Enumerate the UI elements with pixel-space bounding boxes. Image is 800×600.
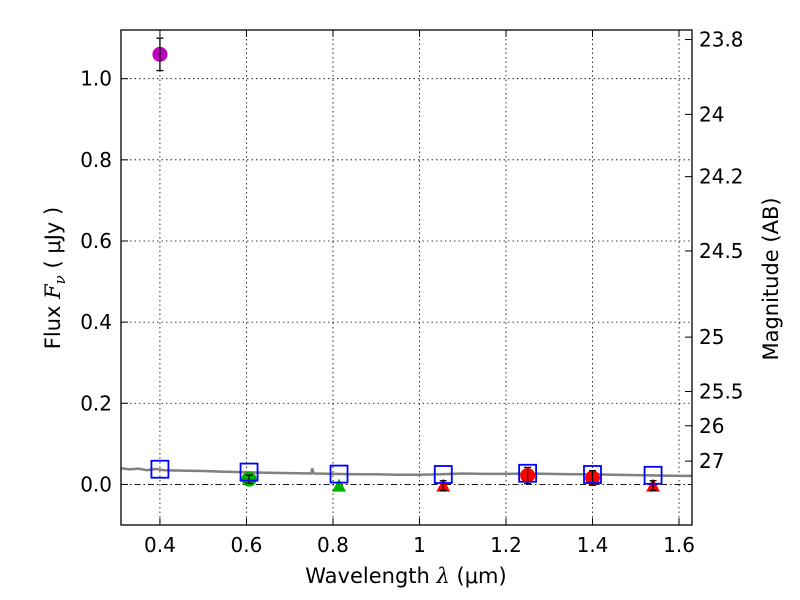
grid <box>121 30 692 525</box>
upper-limit-marker <box>332 478 347 492</box>
y-tick-label: 0.6 <box>80 229 112 253</box>
model-photometry-square <box>643 465 663 485</box>
right-tick-label: 24.2 <box>699 165 744 189</box>
y-tick-label: 0.2 <box>80 391 112 415</box>
x-axis-title: Wavelength λ (μm) <box>305 564 506 588</box>
model-photometry-square <box>239 462 259 482</box>
model-spectrum-line <box>120 466 692 478</box>
model-photometry-square <box>583 465 602 484</box>
plot-area <box>120 37 692 492</box>
x-tick-label: 0.4 <box>144 533 176 557</box>
x-tick-label: 0.6 <box>231 533 263 557</box>
y-axis-title: Flux Fν ( μJy ) <box>41 207 69 349</box>
model-photometry-square <box>329 464 349 484</box>
model-photometry-square <box>518 463 538 483</box>
y-tick-label: 0.4 <box>80 310 112 334</box>
y-tick-label: 0.8 <box>80 148 112 172</box>
x-tick-label: 1.6 <box>663 533 695 557</box>
right-tick-label: 25.5 <box>699 379 744 403</box>
right-tick-label: 24.5 <box>699 239 744 263</box>
x-tick-label: 0.8 <box>317 533 349 557</box>
model-photometry-square <box>150 459 170 479</box>
plot-frame <box>120 29 693 526</box>
x-tick-label: 1 <box>413 533 426 557</box>
y-tick-label: 0.0 <box>80 472 112 496</box>
right-tick-label: 24 <box>699 102 724 126</box>
right-axis-title: Magnitude (AB) <box>759 197 783 360</box>
model-photometry-square <box>433 465 453 484</box>
right-tick-label: 23.8 <box>699 28 744 52</box>
y-tick-label: 1.0 <box>80 67 112 91</box>
right-tick-label: 27 <box>699 449 724 473</box>
x-tick-label: 1.4 <box>577 533 609 557</box>
right-tick-label: 25 <box>699 325 724 349</box>
axes: 0.4 0.6 0.8 1 1.2 1.4 1.6 0.0 0.2 0.4 0.6 0.8 1.0 23.… <box>80 28 743 557</box>
x-tick-label: 1.2 <box>490 533 522 557</box>
right-tick-label: 26 <box>699 414 724 438</box>
